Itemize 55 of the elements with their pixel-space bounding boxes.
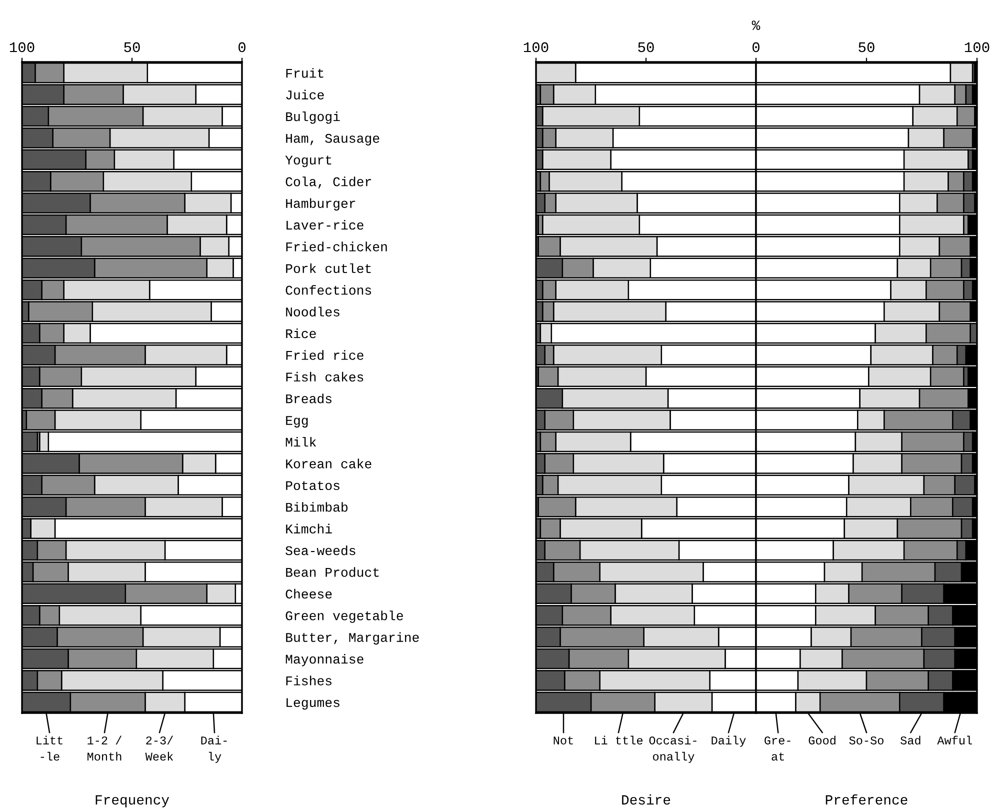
legend-label: So-So bbox=[849, 736, 884, 744]
y-tick-label: Milk bbox=[286, 436, 316, 447]
legend-label: Litt -le bbox=[36, 736, 62, 761]
x-axis-title: Desire bbox=[622, 794, 670, 805]
y-tick-label: Pork cutlet bbox=[286, 263, 371, 274]
legend-label: Daily bbox=[712, 736, 746, 747]
x-tick-label: 100 bbox=[964, 42, 990, 52]
y-tick-label: Fishes bbox=[286, 676, 332, 686]
legend-label: Dai- ly bbox=[201, 736, 227, 763]
y-tick-label: Fried-chicken bbox=[286, 242, 387, 252]
y-tick-label: Kimchi bbox=[286, 524, 332, 534]
x-tick-label: 50 bbox=[858, 42, 874, 52]
y-tick-label: Potatos bbox=[286, 481, 340, 490]
x-axis-title: Preference bbox=[826, 794, 908, 805]
legend-label: Not bbox=[554, 736, 573, 744]
y-tick-label: Confections bbox=[286, 285, 372, 295]
y-tick-label: Noodles bbox=[286, 306, 340, 316]
y-tick-label: Ham, Sausage bbox=[286, 134, 380, 146]
x-tick-label: 0 bbox=[238, 42, 246, 52]
y-tick-label: Bibimbab bbox=[286, 502, 348, 512]
y-tick-label: Fried rice bbox=[286, 350, 364, 360]
legend-label: Li ttle bbox=[595, 736, 643, 744]
x-axis-title: Frequency bbox=[96, 795, 170, 808]
legend-label: 1-2 / Month bbox=[88, 736, 122, 761]
chart-title: % bbox=[752, 20, 760, 30]
y-tick-label: Cola, Cider bbox=[286, 176, 371, 188]
y-tick-label: Sea-weeds bbox=[286, 545, 356, 556]
y-tick-label: Hamburger bbox=[286, 198, 356, 211]
y-tick-label: Bulgogi bbox=[286, 111, 340, 124]
y-tick-label: Butter, Margarine bbox=[286, 632, 419, 645]
y-tick-label: Fish cakes bbox=[286, 372, 364, 382]
legend-label: Good bbox=[808, 736, 836, 744]
x-tick-label: 50 bbox=[124, 42, 140, 52]
y-tick-label: Cheese bbox=[286, 588, 332, 599]
x-tick-label: 100 bbox=[10, 42, 34, 52]
text: Awful bbox=[937, 736, 972, 744]
y-tick-label: Green vegetable bbox=[286, 610, 403, 623]
y-tick-label: Legumes bbox=[286, 698, 340, 710]
legend-label: Sad bbox=[900, 736, 920, 744]
y-tick-label: Laver-rice bbox=[286, 220, 364, 230]
y-tick-label: Breads bbox=[286, 394, 332, 404]
y-tick-label: Juice bbox=[286, 90, 324, 100]
y-tick-label: Egg bbox=[286, 416, 308, 428]
legend-label: 2-3/ Week bbox=[145, 736, 174, 761]
y-tick-label: Rice bbox=[286, 328, 316, 338]
y-tick-label: Bean Product bbox=[286, 567, 379, 577]
x-tick-label: 0 bbox=[752, 42, 760, 52]
y-tick-label: Fruit bbox=[286, 68, 324, 78]
y-tick-label: Korean cake bbox=[286, 458, 372, 468]
x-tick-label: 50 bbox=[638, 42, 654, 52]
legend-label: Gre- at bbox=[764, 736, 790, 761]
legend-label: Occasi- onally bbox=[649, 736, 696, 763]
y-tick-label: Yogurt bbox=[285, 156, 332, 168]
x-tick-label: 100 bbox=[524, 42, 548, 52]
y-tick-label: Mayonnaise bbox=[286, 654, 364, 666]
